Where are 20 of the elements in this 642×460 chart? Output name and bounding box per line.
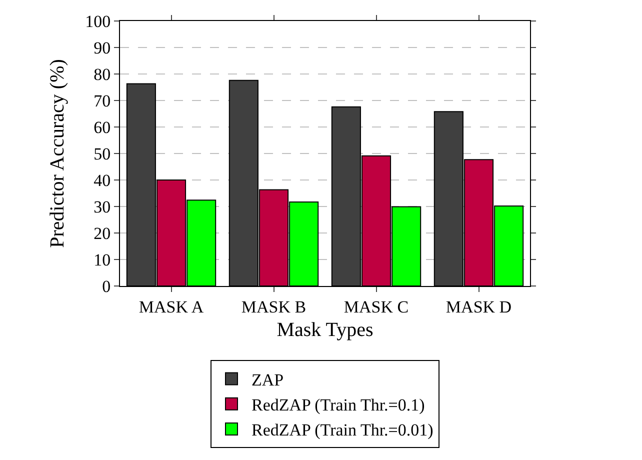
y-tick-label: 50 bbox=[94, 144, 111, 164]
y-tick-label: 90 bbox=[94, 38, 111, 58]
legend-label: ZAP bbox=[252, 370, 284, 390]
y-tick-label: 30 bbox=[94, 197, 111, 216]
y-axis-title: Predictor Accuracy (%) bbox=[46, 59, 69, 248]
y-tick-label: 20 bbox=[94, 224, 111, 243]
x-tick-label: MASK B bbox=[241, 297, 306, 316]
y-tick-label: 40 bbox=[94, 170, 111, 190]
legend-label: RedZAP (Train Thr.=0.01) bbox=[252, 420, 434, 440]
y-tick-label: 10 bbox=[94, 250, 111, 270]
x-tick-label: MASK A bbox=[138, 297, 204, 316]
y-tick-label: 60 bbox=[94, 118, 111, 137]
x-tick-label: MASK D bbox=[446, 297, 512, 316]
x-tick-label: MASK C bbox=[344, 297, 409, 316]
y-tick-label: 80 bbox=[94, 64, 111, 84]
y-tick-label: 70 bbox=[94, 91, 111, 110]
y-tick-label: 0 bbox=[102, 276, 111, 296]
legend-label: RedZAP (Train Thr.=0.1) bbox=[252, 395, 425, 414]
y-tick-label: 100 bbox=[85, 12, 111, 31]
x-axis-title: Mask Types bbox=[276, 318, 374, 341]
